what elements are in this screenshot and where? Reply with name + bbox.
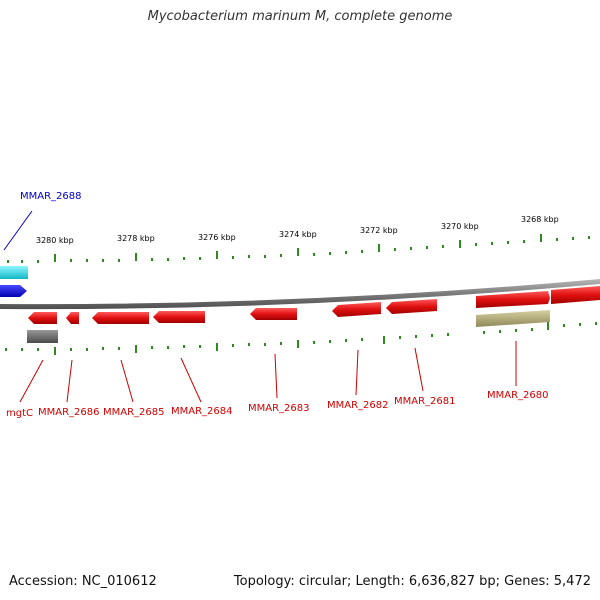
gene-mmar-2683 bbox=[250, 308, 297, 320]
gene-mmar-2680-forward bbox=[476, 291, 550, 308]
forward-features bbox=[0, 266, 600, 308]
ruler-label: 3272 kbp bbox=[360, 226, 398, 235]
ruler-label: 3276 kbp bbox=[198, 233, 236, 242]
leader-line bbox=[66, 359, 73, 403]
leader-line bbox=[414, 347, 424, 392]
gene-label-mmar-2681: MMAR_2681 bbox=[394, 396, 456, 407]
gene-mmar-2685 bbox=[92, 312, 149, 324]
gene-labels: MMAR_2688 mgtC MMAR_2686 MMAR_2685 MMAR_… bbox=[6, 191, 549, 419]
reverse-features bbox=[27, 299, 550, 343]
gene-mgtc bbox=[28, 312, 57, 324]
gene-label-mmar-2686: MMAR_2686 bbox=[38, 407, 100, 418]
ruler-label: 3268 kbp bbox=[521, 215, 559, 224]
leader-line bbox=[180, 357, 202, 403]
inner-tick-ruler bbox=[5, 322, 597, 355]
feature-gray bbox=[27, 330, 58, 343]
outer-tick-ruler bbox=[7, 234, 590, 263]
gene-label-mgtc: mgtC bbox=[6, 408, 33, 419]
ruler-label: 3270 kbp bbox=[441, 222, 479, 231]
feature-cyan bbox=[0, 266, 28, 279]
ruler-label: 3280 kbp bbox=[36, 236, 74, 245]
feature-khaki bbox=[476, 310, 550, 327]
gene-mmar-2688 bbox=[0, 285, 27, 297]
genome-backbone bbox=[0, 279, 600, 310]
leader-line bbox=[19, 359, 44, 403]
map-title: Mycobacterium marinum M, complete genome bbox=[147, 9, 453, 24]
leader-line bbox=[120, 359, 134, 403]
gene-label-mmar-2680: MMAR_2680 bbox=[487, 390, 549, 401]
leader-line bbox=[274, 353, 278, 399]
ruler-labels: 3280 kbp 3278 kbp 3276 kbp 3274 kbp 3272… bbox=[36, 215, 559, 245]
leader-line bbox=[3, 210, 33, 251]
gene-label-mmar-2683: MMAR_2683 bbox=[248, 403, 310, 414]
genome-summary-text: Topology: circular; Length: 6,636,827 bp… bbox=[233, 574, 591, 589]
gene-mmar-2684 bbox=[153, 311, 205, 323]
gene-mmar-2681 bbox=[386, 299, 437, 314]
gene-label-mmar-2685: MMAR_2685 bbox=[103, 407, 165, 418]
gene-mmar-2686 bbox=[66, 312, 79, 324]
leader-line bbox=[355, 349, 359, 396]
ruler-label: 3274 kbp bbox=[279, 230, 317, 239]
gene-forward-edge bbox=[551, 286, 600, 304]
gene-label-mmar-2688: MMAR_2688 bbox=[20, 191, 82, 202]
gene-label-mmar-2684: MMAR_2684 bbox=[171, 406, 233, 417]
gene-label-mmar-2682: MMAR_2682 bbox=[327, 400, 389, 411]
accession-text: Accession: NC_010612 bbox=[9, 574, 157, 589]
ruler-label: 3278 kbp bbox=[117, 234, 155, 243]
leader-lines bbox=[3, 210, 517, 403]
gene-mmar-2682 bbox=[332, 302, 381, 317]
